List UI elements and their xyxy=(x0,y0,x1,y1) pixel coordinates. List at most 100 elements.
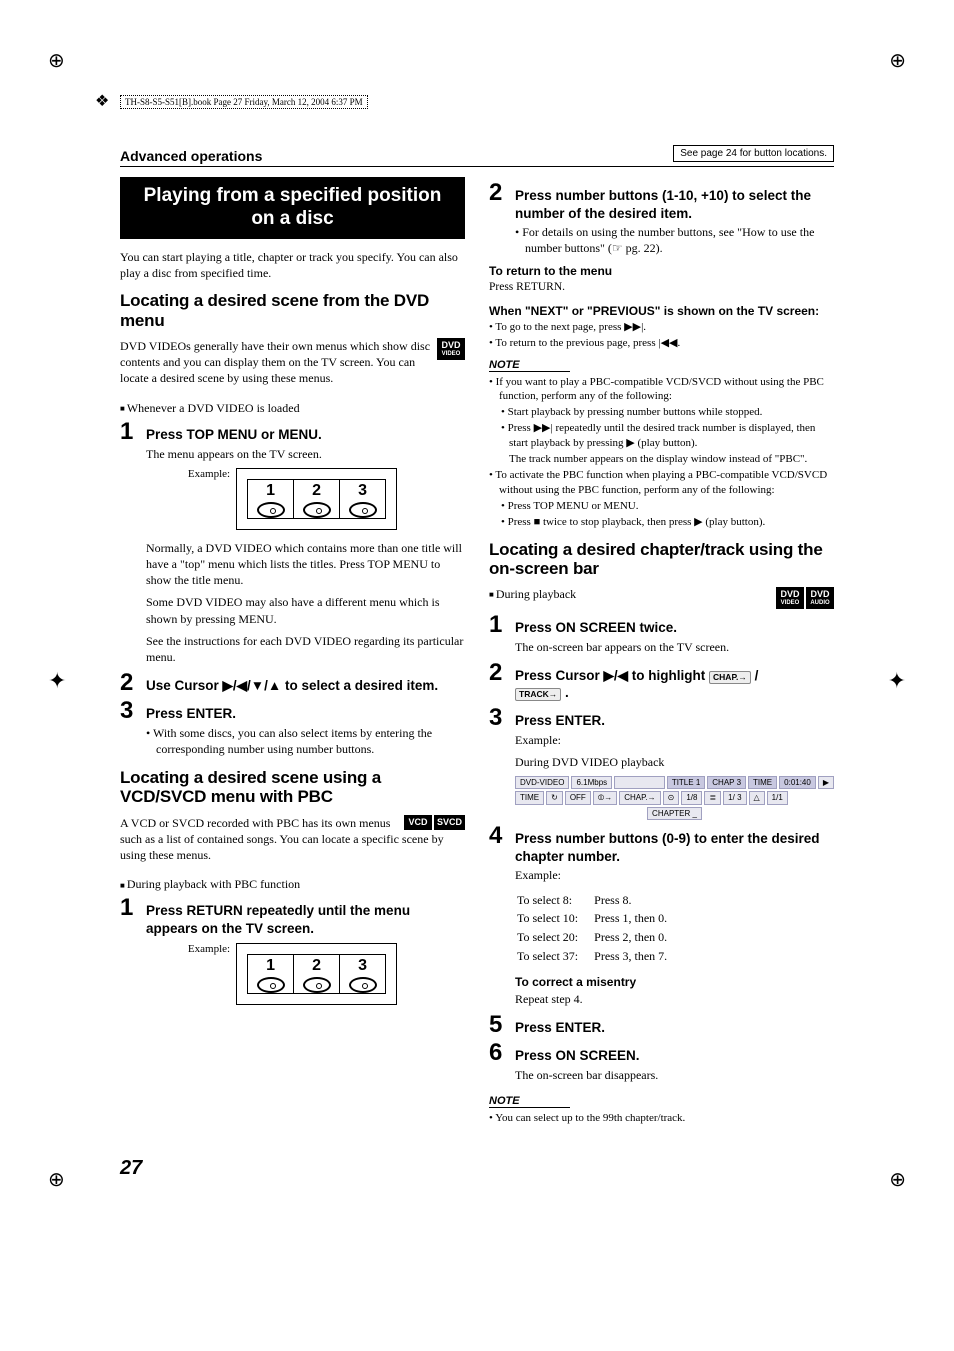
sec3-step1-title: Press ON SCREEN twice. xyxy=(515,613,677,637)
step1-d4: See the instructions for each DVD VIDEO … xyxy=(146,633,465,665)
number-select-table: To select 8:Press 8.To select 10:Press 1… xyxy=(515,890,683,967)
note1-b1: • If you want to play a PBC-compatible V… xyxy=(489,375,834,404)
subheading-dvd-menu: Locating a desired scene from the DVD me… xyxy=(120,291,465,330)
step3-detail: • With some discs, you can also select i… xyxy=(146,725,465,757)
nextprev-b1: • To go to the next page, press ▶▶|. xyxy=(489,320,834,334)
subheading-vcd-pbc: Locating a desired scene using a VCD/SVC… xyxy=(120,768,465,807)
example-label: Example: xyxy=(188,468,230,480)
sec3-step3-title: Press ENTER. xyxy=(515,706,605,730)
bar-cell: 6.1Mbps xyxy=(571,776,612,789)
note1-s2: • Press ▶▶| repeatedly until the desired… xyxy=(489,421,834,450)
step-number: 1 xyxy=(120,420,140,444)
crop-mark-icon: ⊕ xyxy=(889,1167,906,1192)
disc-icon xyxy=(349,977,377,993)
sec3-step5-title: Press ENTER. xyxy=(515,1013,605,1037)
note-label: NOTE xyxy=(489,1095,570,1108)
r-step2-title: Press number buttons (1-10, +10) to sele… xyxy=(515,181,834,222)
step1-d3: Some DVD VIDEO may also have a different… xyxy=(146,594,465,626)
disc-icon xyxy=(257,977,285,993)
correct-misentry-head: To correct a misentry xyxy=(515,975,834,989)
sec2-step1-title: Press RETURN repeatedly until the menu a… xyxy=(146,896,465,937)
nextprev-b2: • To return to the previous page, press … xyxy=(489,336,834,350)
correct-misentry-body: Repeat step 4. xyxy=(515,991,834,1007)
return-heading: To return to the menu xyxy=(489,264,834,278)
disc-icon xyxy=(303,977,331,993)
bar-cell: CHAP.→ xyxy=(619,791,660,805)
note1-s5: • Press ■ twice to stop playback, then p… xyxy=(489,515,834,529)
table-cell: Press 3, then 7. xyxy=(594,948,681,965)
step-number: 3 xyxy=(120,699,140,723)
crop-mark-icon: ⊕ xyxy=(889,48,906,73)
menu-example-box: 1 2 3 xyxy=(236,943,397,1005)
intro-text: You can start playing a title, chapter o… xyxy=(120,249,465,281)
note1-s1: • Start playback by pressing number butt… xyxy=(489,405,834,419)
bar-cell: ⊙ xyxy=(663,791,680,805)
step-number: 2 xyxy=(489,661,509,685)
nextprev-heading: When "NEXT" or "PREVIOUS" is shown on th… xyxy=(489,304,834,318)
step-number: 4 xyxy=(489,824,509,848)
disc-icon xyxy=(303,502,331,518)
menu-example-box: 1 2 3 xyxy=(236,468,397,530)
onscreen-bar-example: DVD-VIDEO6.1Mbps TITLE 1CHAP 3 TIME 0:01:40… xyxy=(515,776,834,820)
sec3-step4-ex: Example: xyxy=(515,867,834,883)
header-note: See page 24 for button locations. xyxy=(673,145,834,162)
left-column: Playing from a specified position on a d… xyxy=(120,177,465,1127)
bar-cell: DVD-VIDEO xyxy=(515,776,569,789)
registration-mark-icon: ✦ xyxy=(888,668,906,694)
step2-title: Use Cursor ▶/◀/▼/▲ to select a desired i… xyxy=(146,671,438,695)
table-cell: To select 37: xyxy=(517,948,592,965)
step1-detail: The menu appears on the TV screen. xyxy=(146,446,465,462)
crop-mark-icon: ⊕ xyxy=(48,48,65,73)
bar-cell: ≣ xyxy=(704,791,721,805)
bar-cell: 1/1 xyxy=(767,791,788,805)
step-number: 1 xyxy=(489,613,509,637)
bar-cell: TITLE 1 xyxy=(667,776,705,789)
dvd-audio-badge: DVDAUDIO xyxy=(806,587,834,609)
table-cell: Press 8. xyxy=(594,892,681,909)
bar-cell xyxy=(614,776,665,789)
dvd-video-badge: DVD VIDEO xyxy=(437,338,465,360)
bar-cell: OFF xyxy=(565,791,591,805)
chap-chip: CHAP.→ xyxy=(709,671,751,684)
bar-cell: △ xyxy=(749,791,765,805)
step-number: 5 xyxy=(489,1013,509,1037)
example-label: Example: xyxy=(188,943,230,955)
bar-cell: ▶ xyxy=(818,776,834,789)
book-icon: ❖ xyxy=(95,91,109,111)
step-number: 6 xyxy=(489,1041,509,1065)
right-column: 2 Press number buttons (1-10, +10) to se… xyxy=(489,177,834,1127)
disc-icon xyxy=(349,502,377,518)
step-number: 1 xyxy=(120,896,140,920)
page-number: 27 xyxy=(120,1157,879,1180)
step-number: 2 xyxy=(489,181,509,205)
sec3-step6-title: Press ON SCREEN. xyxy=(515,1041,640,1065)
step1-d2: Normally, a DVD VIDEO which contains mor… xyxy=(146,540,465,589)
context-loaded: Whenever a DVD VIDEO is loaded xyxy=(120,401,465,416)
step-number: 3 xyxy=(489,706,509,730)
sec3-step4-title: Press number buttons (0-9) to enter the … xyxy=(515,824,834,865)
table-cell: To select 8: xyxy=(517,892,592,909)
sec3-step6-d1: The on-screen bar disappears. xyxy=(515,1067,834,1083)
bar-cell: ↻ xyxy=(546,791,563,805)
section-header: Advanced operations xyxy=(120,148,262,164)
sec3-step3-d1: During DVD VIDEO playback xyxy=(515,754,834,770)
sec3-step1-d1: The on-screen bar appears on the TV scre… xyxy=(515,639,834,655)
context-pbc: During playback with PBC function xyxy=(120,877,465,892)
svcd-badge: SVCD xyxy=(434,815,465,830)
bar-cell: 1/8 xyxy=(681,791,702,805)
bar-cell: 1/ 3 xyxy=(723,791,746,805)
bar-cell: CHAP 3 xyxy=(707,776,746,789)
main-title: Playing from a specified position on a d… xyxy=(120,177,465,239)
bar-cell: TIME xyxy=(515,791,544,805)
table-cell: To select 10: xyxy=(517,910,592,927)
note2-b1: • You can select up to the 99th chapter/… xyxy=(489,1111,834,1125)
sec3-step2-title: Press Cursor ▶/◀ to highlight CHAP.→ / T… xyxy=(515,661,758,702)
note1-b2: • To activate the PBC function when play… xyxy=(489,468,834,497)
step3-title: Press ENTER. xyxy=(146,699,236,723)
registration-mark-icon: ✦ xyxy=(48,668,66,694)
bar-cell: 0:01:40 xyxy=(779,776,816,789)
note1-s3: The track number appears on the display … xyxy=(489,452,834,466)
return-body: Press RETURN. xyxy=(489,280,834,296)
book-header: TH-S8-S5-S51[B].book Page 27 Friday, Mar… xyxy=(120,95,368,109)
step-number: 2 xyxy=(120,671,140,695)
